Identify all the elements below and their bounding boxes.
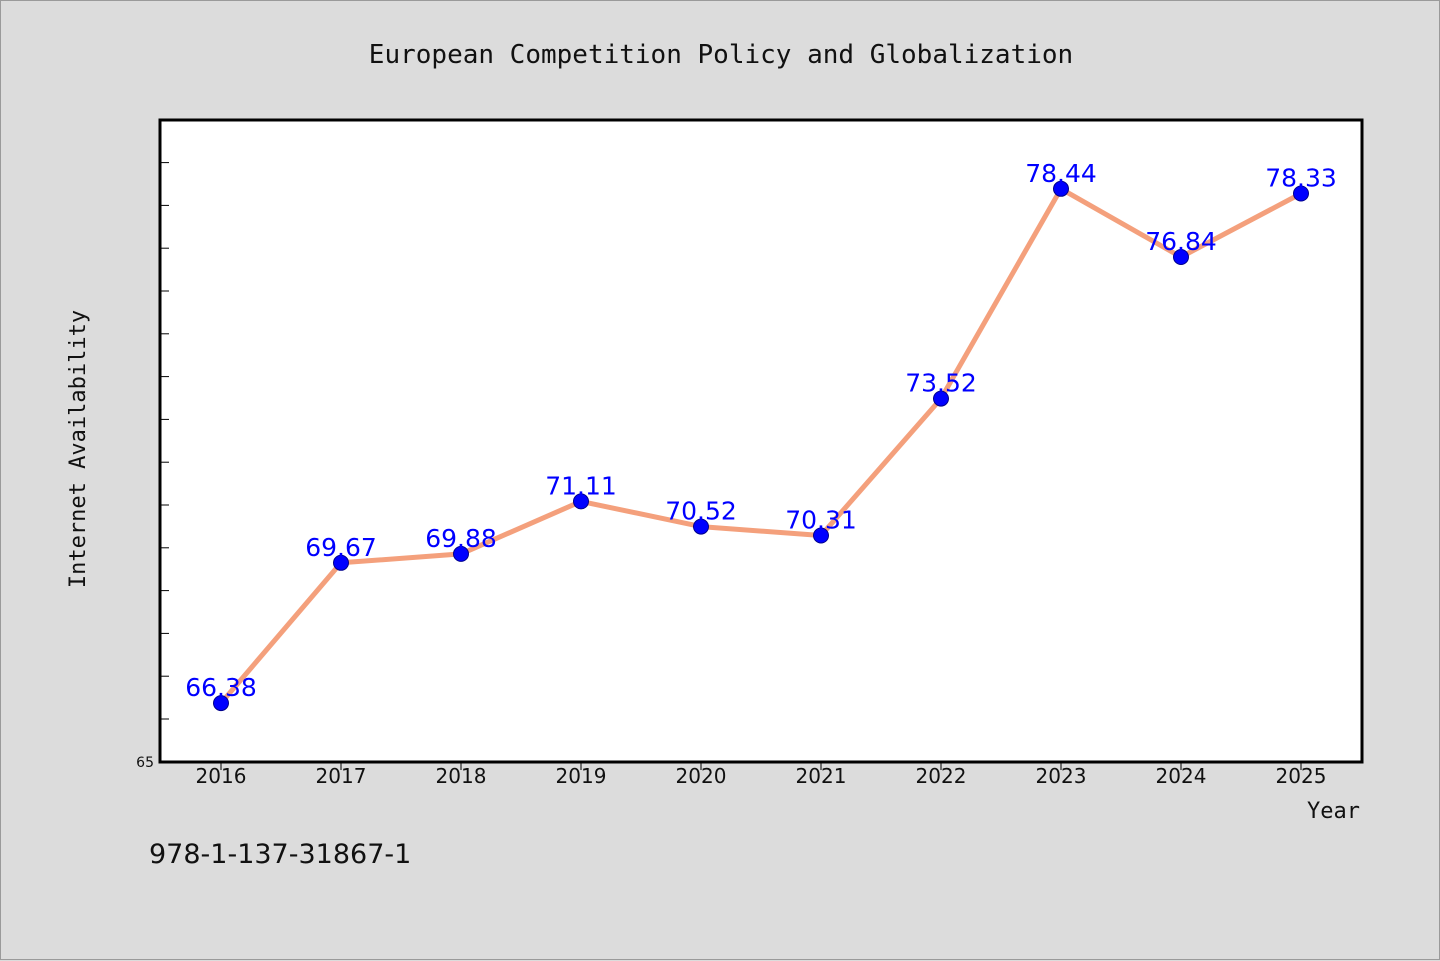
x-axis-ticks [220, 762, 1302, 770]
y-axis-min-label: 65 [136, 755, 154, 771]
data-label-2018: 69.88 [425, 524, 497, 553]
x-tick-label-2018: 2018 [436, 764, 487, 788]
data-point-2018 [453, 545, 469, 562]
y-axis-label: Internet Availability [66, 310, 91, 588]
data-label-2024: 76.84 [1145, 227, 1217, 256]
series-line [218, 186, 1304, 706]
y-axis-ticks [160, 162, 169, 720]
x-tick-label-2017: 2017 [316, 764, 367, 788]
chart-title: European Competition Policy and Globaliz… [369, 40, 1073, 70]
isbn-text: 978-1-137-31867-1 [149, 839, 411, 870]
data-point-2025 [1293, 185, 1309, 202]
data-markers [213, 180, 1309, 712]
data-point-2024 [1173, 249, 1189, 265]
plot-area [158, 118, 1364, 764]
data-labels: 66.38 69.67 69.88 71.11 70.52 70.31 73.52 78.44… [185, 159, 1337, 702]
x-axis-tick-labels: 2016 2017 2018 2019 2020 2021 2022 2023 2024 2025 [196, 764, 1327, 788]
data-label-2019: 71.11 [545, 471, 617, 500]
x-tick-label-2022: 2022 [916, 764, 967, 788]
data-label-2017: 69.67 [305, 533, 377, 562]
data-point-2021 [813, 527, 829, 544]
x-tick-label-2021: 2021 [796, 764, 847, 788]
x-tick-label-2023: 2023 [1036, 764, 1087, 788]
x-tick-label-2016: 2016 [196, 764, 247, 788]
data-point-2020 [693, 518, 709, 535]
x-tick-label-2019: 2019 [556, 764, 607, 788]
data-label-2020: 70.52 [665, 497, 737, 526]
data-point-2016 [213, 695, 229, 712]
data-point-2023 [1053, 180, 1069, 197]
data-label-2022: 73.52 [905, 369, 977, 398]
x-tick-label-2025: 2025 [1276, 764, 1327, 788]
data-point-2022 [933, 390, 949, 407]
x-axis-label: Year [1307, 799, 1360, 824]
data-label-2025: 78.33 [1265, 164, 1337, 193]
x-tick-label-2024: 2024 [1156, 764, 1207, 788]
x-tick-label-2020: 2020 [676, 764, 727, 788]
data-point-2017 [333, 554, 349, 571]
data-label-2016: 66.38 [185, 673, 257, 702]
data-label-2023: 78.44 [1025, 159, 1097, 188]
data-label-2021: 70.31 [785, 506, 857, 535]
data-point-2019 [573, 493, 589, 510]
